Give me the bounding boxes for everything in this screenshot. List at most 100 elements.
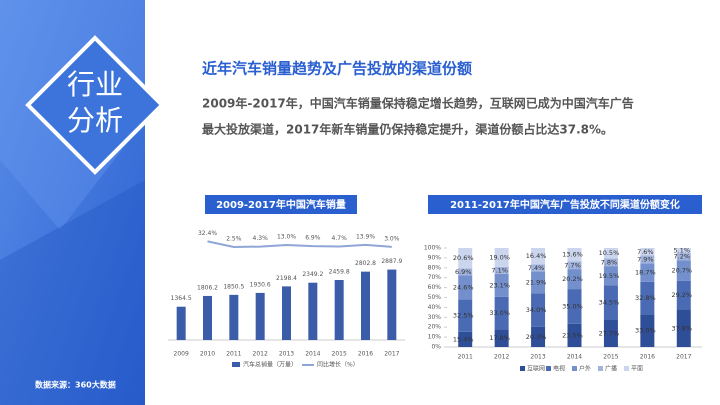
data-label: 2887.9 — [381, 258, 402, 265]
sidebar-title: 分析 — [67, 104, 123, 137]
bar-segment — [676, 253, 691, 261]
y-tick-label: 80% — [428, 264, 442, 271]
data-label: 21.9% — [526, 278, 547, 286]
legend-label: 同比增长（%） — [317, 361, 359, 369]
x-tick-label: 2011 — [458, 354, 473, 361]
data-label: 7.6% — [637, 248, 654, 256]
data-label: 18.7% — [635, 269, 656, 277]
bar — [334, 280, 344, 340]
title-diamond — [25, 35, 165, 175]
bar-segment — [458, 331, 473, 347]
data-label: 19.0% — [489, 253, 510, 261]
bar-segment — [494, 273, 509, 297]
bar-segment — [567, 248, 582, 262]
data-label: 7.4% — [528, 264, 545, 272]
chart-title: 2011-2017年中国汽车广告投放不同渠道份额变化 — [450, 198, 680, 211]
bar-segment — [676, 309, 691, 347]
bar-segment — [567, 269, 582, 290]
chart-title: 2009-2017年中国汽车销量 — [216, 198, 346, 211]
data-label: 10.5% — [599, 249, 620, 257]
data-label: 23.1% — [489, 281, 510, 289]
legend-swatch — [572, 366, 577, 371]
legend-swatch — [598, 366, 603, 371]
y-tick-label: 10% — [428, 334, 442, 341]
bar-segment — [640, 263, 655, 282]
x-tick-label: 2011 — [226, 351, 241, 358]
data-label: 35.0% — [562, 302, 583, 310]
data-label: 27.7% — [599, 329, 620, 337]
data-label: 20.3% — [526, 333, 547, 341]
bar-segment — [603, 285, 618, 320]
x-tick-label: 2014 — [567, 354, 582, 361]
legend-label: 电视 — [553, 365, 565, 373]
bar-segment — [494, 266, 509, 274]
bar-segment — [458, 299, 473, 332]
bar — [361, 271, 370, 340]
data-label: 32.8% — [635, 294, 656, 302]
legend-label: 平面 — [631, 366, 643, 373]
growth-line — [207, 240, 392, 248]
data-label: 37.8% — [671, 324, 692, 332]
data-label: 4.7% — [332, 235, 348, 242]
data-label: 24.6% — [453, 283, 474, 291]
bar-segment — [676, 248, 691, 254]
y-tick-label: 30% — [428, 314, 442, 321]
bar — [229, 294, 239, 340]
bar-segment — [531, 271, 546, 294]
bar — [203, 295, 212, 340]
data-label: 20.7% — [671, 266, 692, 274]
data-label: 1806.2 — [197, 284, 218, 291]
x-tick-label: 2012 — [253, 351, 268, 358]
data-label: 34.5% — [599, 298, 620, 306]
data-label: 5.1% — [674, 247, 691, 255]
x-tick-label: 2016 — [640, 354, 655, 361]
bar — [308, 282, 318, 340]
data-label: 33.0% — [635, 327, 656, 335]
data-label: 7.2% — [674, 253, 691, 261]
bar — [255, 292, 265, 340]
bar — [176, 306, 186, 340]
x-tick-label: 2012 — [494, 354, 509, 361]
bar-segment — [494, 329, 509, 347]
data-label: 6.9% — [305, 235, 321, 242]
legend-label: 汽车总销量（万量） — [243, 361, 297, 369]
bar-segment — [567, 323, 582, 347]
sidebar-title: 行业 — [67, 68, 123, 101]
bar-segment — [567, 289, 582, 324]
bar-segment — [494, 248, 509, 267]
y-tick-label: 40% — [428, 304, 442, 311]
legend-label: 互联网 — [527, 365, 545, 373]
data-label: 33.0% — [489, 309, 510, 317]
x-tick-label: 2010 — [200, 351, 215, 358]
data-label: 1850.5 — [223, 283, 244, 290]
data-label: 15.4% — [453, 335, 474, 343]
bar-segment — [531, 326, 546, 347]
bar-segment — [640, 281, 655, 315]
data-label: 20.2% — [562, 275, 583, 283]
chart-title-box — [428, 195, 702, 214]
data-label: 34.0% — [526, 306, 547, 314]
bar — [282, 286, 291, 340]
legend-swatch — [624, 366, 629, 371]
data-label: 13.9% — [356, 233, 375, 240]
data-label: 4.3% — [253, 235, 269, 242]
data-label: 32.5% — [453, 312, 474, 320]
bar-segment — [458, 275, 473, 300]
slide-title: 近年汽车销量趋势及广告投放的渠道份额 — [202, 60, 472, 78]
bar-segment — [458, 248, 473, 269]
x-tick-label: 2014 — [305, 351, 320, 358]
source: 数据来源：360大数据 — [35, 380, 116, 390]
data-label: 1930.6 — [250, 281, 271, 288]
data-label: 2349.2 — [302, 271, 323, 278]
bar-segment — [603, 258, 618, 267]
bar-segment — [567, 261, 582, 270]
data-label: 2198.4 — [276, 275, 297, 282]
legend-swatch — [232, 362, 240, 367]
data-label: 17.8% — [489, 334, 510, 342]
bar-segment — [531, 293, 546, 327]
data-label: 13.6% — [562, 251, 583, 259]
data-label: 7.1% — [491, 266, 508, 274]
data-label: 1364.5 — [171, 295, 192, 302]
data-label: 13.0% — [277, 234, 296, 241]
